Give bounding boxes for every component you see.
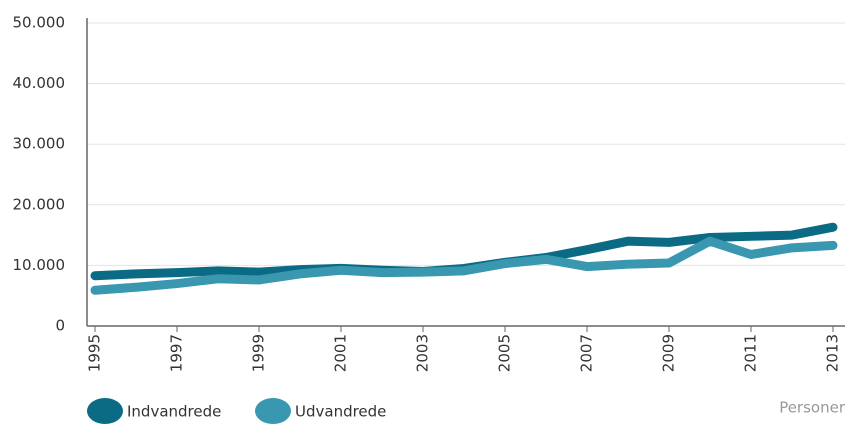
y-tick-label: 50.000	[13, 14, 66, 32]
x-tick-label: 1995	[86, 334, 104, 372]
x-tick-label: 2005	[496, 334, 514, 372]
legend-label: Indvandrede	[127, 403, 221, 421]
legend-label: Udvandrede	[295, 403, 386, 421]
x-tick-label: 1997	[168, 334, 186, 372]
unit-label: Personer	[779, 399, 846, 417]
legend-marker	[255, 398, 291, 424]
y-tick-label: 40.000	[13, 74, 66, 92]
y-tick-label: 0	[55, 317, 65, 335]
y-tick-label: 30.000	[13, 135, 66, 153]
legend-marker	[87, 398, 123, 424]
y-tick-label: 20.000	[13, 195, 66, 213]
x-tick-label: 2011	[742, 334, 760, 372]
x-tick-label: 2003	[414, 334, 432, 372]
y-tick-label: 10.000	[13, 256, 66, 274]
x-tick-label: 2009	[660, 334, 678, 372]
line	[90, 236, 838, 295]
x-tick-label: 2007	[578, 334, 596, 372]
x-tick-label: 2001	[332, 334, 350, 372]
x-tick-label: 1999	[250, 334, 268, 372]
x-tick-label: 2013	[824, 334, 842, 372]
